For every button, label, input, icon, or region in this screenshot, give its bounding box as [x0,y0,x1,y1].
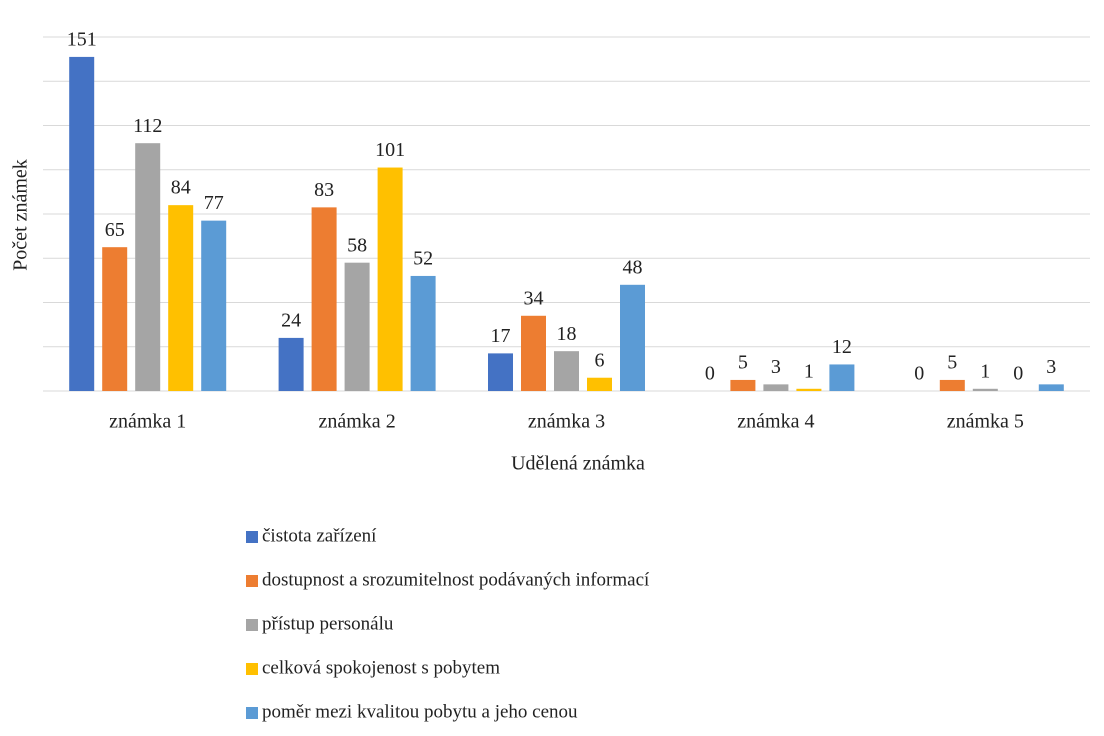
bar [972,388,998,391]
data-label: 151 [67,29,97,51]
data-label: 6 [595,349,605,371]
data-label: 83 [314,179,334,201]
data-label: 0 [1013,363,1023,385]
bar [201,220,227,391]
bar [521,315,546,391]
data-label: 101 [375,139,405,161]
legend-label: čistota zařízení [262,525,377,546]
data-label: 5 [947,352,957,374]
bar [763,384,789,391]
x-tick-label: známka 2 [319,411,396,433]
bar [102,247,128,391]
bar [488,353,513,391]
data-label: 24 [281,309,301,331]
data-label: 17 [491,325,511,347]
data-label: 3 [1046,356,1056,378]
legend-label: dostupnost a srozumitelnost podávaných i… [262,569,650,590]
bar [278,337,304,391]
bar [730,379,756,391]
data-label: 65 [105,219,125,241]
legend-swatch [246,707,258,719]
data-label: 18 [557,323,577,345]
bar [1038,384,1064,391]
x-tick-label: známka 1 [109,411,186,433]
y-axis-title: Počet známek [10,159,32,271]
bar [587,377,612,391]
data-label: 52 [413,248,433,270]
data-label: 12 [832,336,852,358]
data-label: 34 [524,287,544,309]
legend-swatch [246,575,258,587]
bar [311,207,337,391]
data-label: 48 [623,256,643,278]
data-label: 1 [980,360,990,382]
bar [554,351,579,391]
bar [620,284,645,391]
x-tick-label: známka 3 [528,411,605,433]
legend-label: přístup personálu [262,613,394,634]
legend-label: poměr mezi kvalitou pobytu a jeho cenou [262,701,578,722]
bar [69,56,95,391]
legend-swatch [246,663,258,675]
data-label: 58 [347,234,367,256]
data-label: 1 [804,360,814,382]
x-tick-label: známka 5 [947,411,1024,433]
x-axis-title: Udělená známka [511,453,645,475]
data-label: 0 [705,363,715,385]
bar [796,388,822,391]
legend-swatch [246,531,258,543]
bar [344,262,370,391]
data-label: 84 [171,177,191,199]
data-label: 112 [133,115,162,137]
bar [377,167,403,391]
data-label: 5 [738,352,748,374]
bar [829,364,855,391]
bar [939,379,965,391]
x-tick-label: známka 4 [737,411,814,433]
legend-swatch [246,619,258,631]
data-label: 77 [204,192,224,214]
bar [135,143,161,391]
bar [168,205,194,391]
bar [410,275,436,391]
data-label: 0 [914,363,924,385]
legend-label: celková spokojenost s pobytem [262,657,500,678]
data-label: 3 [771,356,781,378]
